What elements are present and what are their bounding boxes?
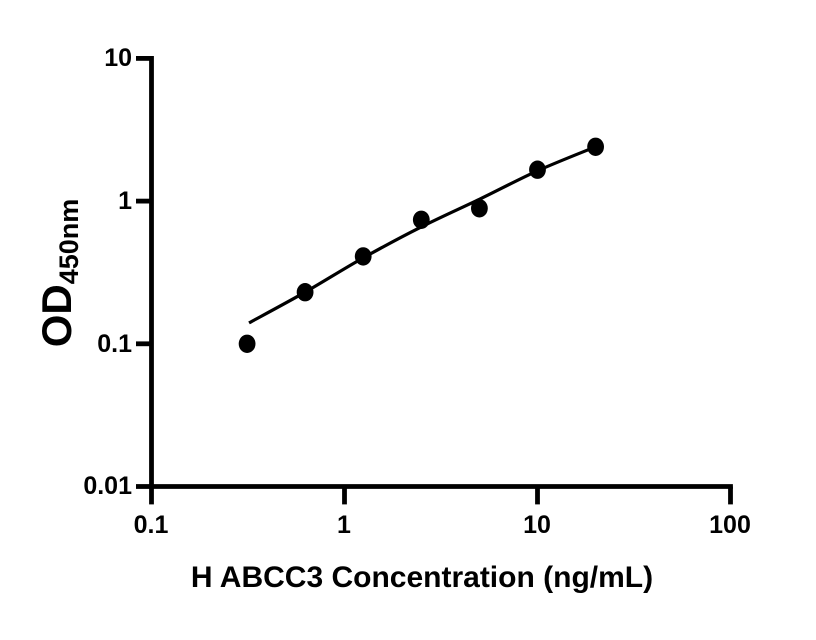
x-tick-label-1: 1 [337, 511, 351, 539]
y-axis-title-main: OD [33, 284, 80, 348]
y-axis-title-subscript: 450nm [54, 198, 84, 285]
data-point [354, 247, 372, 266]
x-axis-title: H ABCC3 Concentration (ng/mL) [190, 561, 654, 594]
data-point [529, 160, 546, 179]
data-point [412, 210, 430, 229]
x-tick-label-0-1: 0.1 [133, 511, 169, 539]
y-axis-title: OD450nm [33, 193, 84, 353]
data-point [471, 199, 488, 218]
y-tick-label-0-01: 0.01 [83, 472, 132, 500]
data-point [587, 137, 604, 156]
y-tick-label-0-1: 0.1 [97, 330, 132, 358]
x-tick-label-10: 10 [523, 511, 551, 539]
y-tick-label-1: 1 [118, 187, 132, 215]
data-point [238, 334, 256, 353]
y-tick-label-10: 10 [104, 44, 132, 72]
data-point [296, 283, 314, 302]
x-tick-label-100: 100 [709, 511, 751, 539]
